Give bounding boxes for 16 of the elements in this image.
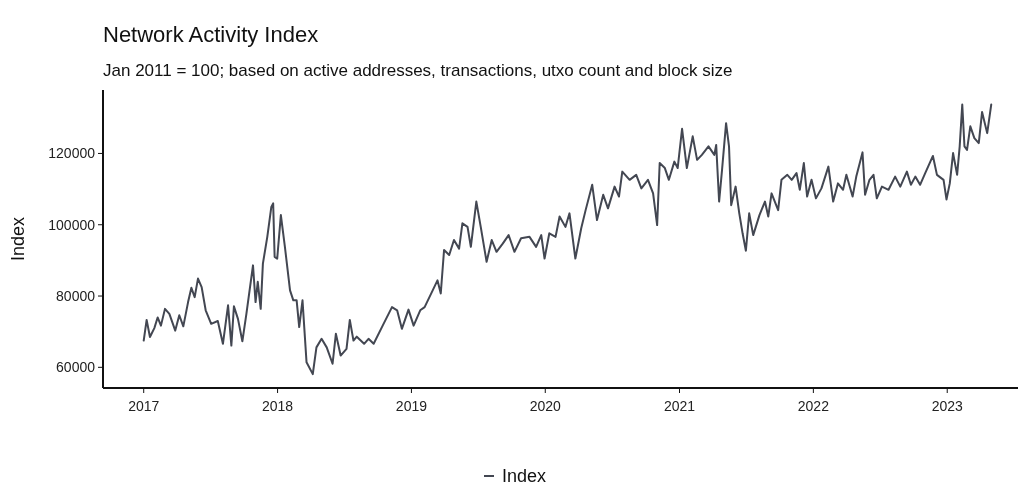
- x-tick-label: 2019: [395, 398, 428, 414]
- legend-label: Index: [502, 466, 547, 486]
- chart-subtitle: Jan 2011 = 100; based on active addresses, transactions, utxo count and block size: [103, 61, 733, 80]
- x-tick-label: 2020: [529, 398, 562, 414]
- x-tick-label: 2017: [128, 398, 160, 414]
- x-tick-label: 2023: [931, 398, 963, 414]
- y-tick-label: 80000: [56, 287, 96, 304]
- x-tick-label: 2022: [797, 398, 830, 414]
- y-tick-label: 120000: [48, 145, 96, 162]
- y-tick-label: 60000: [56, 359, 96, 376]
- x-tick-label: 2021: [663, 398, 696, 414]
- line-series: [142, 103, 993, 376]
- chart-title: Network Activity Index: [103, 22, 319, 47]
- x-tick-label: 2018: [261, 398, 294, 414]
- y-axis-title: Index: [8, 216, 28, 262]
- y-tick-label: 100000: [48, 216, 96, 233]
